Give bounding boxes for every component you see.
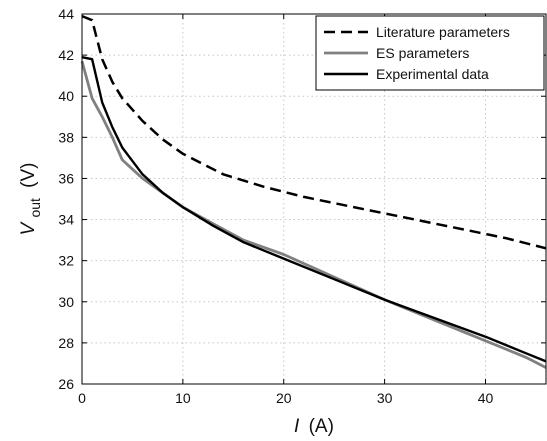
x-tick-label: 30 — [377, 390, 393, 406]
x-tick-label: 10 — [175, 390, 191, 406]
legend-label-1: Literature parameters — [376, 24, 510, 40]
y-tick-label: 38 — [58, 129, 74, 145]
x-axis-variable: I — [294, 416, 300, 437]
y-axis-label: V out (V) — [18, 162, 45, 235]
legend-label-3: Experimental data — [376, 66, 489, 82]
legend: Literature parameters ES parameters Experi… — [315, 15, 545, 91]
y-tick-label: 30 — [58, 294, 74, 310]
y-tick-label: 28 — [58, 335, 74, 351]
x-tick-label: 20 — [276, 390, 292, 406]
x-axis-label: I (A) — [294, 416, 334, 437]
y-tick-label: 42 — [58, 47, 74, 63]
x-tick-label: 40 — [478, 390, 494, 406]
y-tick-label: 36 — [58, 170, 74, 186]
y-axis-unit: (V) — [18, 162, 39, 187]
x-axis-unit: (A) — [309, 416, 334, 437]
series-layer — [80, 14, 547, 369]
legend-label-2: ES parameters — [376, 45, 469, 61]
x-tick-label: 0 — [78, 390, 86, 406]
plot-frame — [81, 13, 547, 385]
y-tick-label: 32 — [58, 253, 74, 269]
y-tick-label: 34 — [58, 212, 74, 228]
y-axis-subscript: out — [27, 198, 43, 218]
y-tick-label: 44 — [58, 6, 74, 22]
ticks — [81, 13, 546, 385]
series-line-2 — [80, 60, 547, 369]
y-tick-label: 26 — [58, 376, 74, 392]
y-axis-variable: V — [18, 221, 39, 236]
y-tick-label: 40 — [58, 88, 74, 104]
tick-labels: 0 10 20 30 40 26 28 30 32 34 36 38 40 42 44 — [58, 6, 493, 406]
series-line-3 — [81, 56, 547, 363]
series-line-1 — [81, 14, 547, 250]
